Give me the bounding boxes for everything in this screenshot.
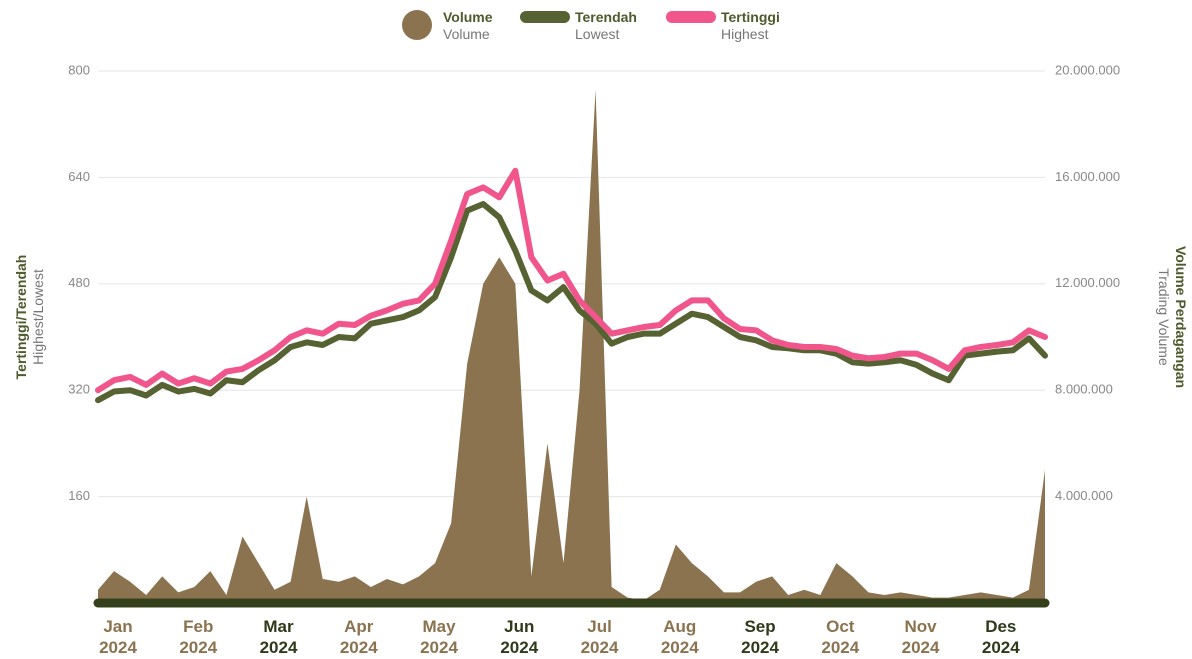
legend-name: Tertinggi [721, 9, 780, 26]
price-line [98, 171, 1045, 390]
x-tick-label: Jan 2024 [88, 616, 148, 658]
y-label: Tertinggi/Terendah [13, 247, 30, 387]
x-tick-label: Oct 2024 [810, 616, 870, 658]
volume-area [98, 90, 1045, 603]
y-label-sub: Highest/Lowest [30, 247, 47, 387]
x-tick-label: Mar 2024 [249, 616, 309, 658]
legend-subname: Highest [721, 26, 780, 43]
y2-tick-label: 12.000.000 [1055, 275, 1120, 290]
plot: 160 320 480 640 800 4.000.000 8.000.000 12.000.… [0, 0, 1192, 659]
y2-label-sub: Trading Volume [1155, 237, 1172, 397]
y-tick-label: 480 [68, 275, 90, 290]
y2-label: Volume Perdagangan [1172, 237, 1189, 397]
legend-name: Terendah [575, 9, 637, 26]
y2-tick-label: 20.000.000 [1055, 62, 1120, 77]
legend-name: Volume [443, 9, 493, 26]
y-axis-title: Tertinggi/Terendah Highest/Lowest [13, 247, 47, 387]
legend-swatch [520, 11, 570, 23]
y-tick-label: 160 [68, 488, 90, 503]
x-tick-label: May 2024 [409, 616, 469, 658]
y-tick-label: 640 [68, 169, 90, 184]
x-tick-label: Nov 2024 [891, 616, 951, 658]
y-tick-label: 320 [68, 382, 90, 397]
y2-tick-label: 4.000.000 [1055, 488, 1113, 503]
x-tick-label: Aug 2024 [650, 616, 710, 658]
x-tick-label: Jul 2024 [570, 616, 630, 658]
y2-tick-label: 8.000.000 [1055, 382, 1113, 397]
x-tick-label: Jun 2024 [489, 616, 549, 658]
legend-swatch [402, 10, 432, 40]
y2-tick-label: 16.000.000 [1055, 169, 1120, 184]
x-tick-label: Des 2024 [971, 616, 1031, 658]
x-tick-label: Sep 2024 [730, 616, 790, 658]
x-tick-label: Apr 2024 [329, 616, 389, 658]
y-tick-label: 800 [68, 62, 90, 77]
legend-swatch [666, 11, 716, 23]
chart: 160 320 480 640 800 4.000.000 8.000.000 12.000.… [0, 0, 1192, 659]
legend-subname: Volume [443, 26, 493, 43]
legend-subname: Lowest [575, 26, 637, 43]
y2-axis-title: Volume Perdagangan Trading Volume [1155, 237, 1189, 397]
x-tick-label: Feb 2024 [168, 616, 228, 658]
